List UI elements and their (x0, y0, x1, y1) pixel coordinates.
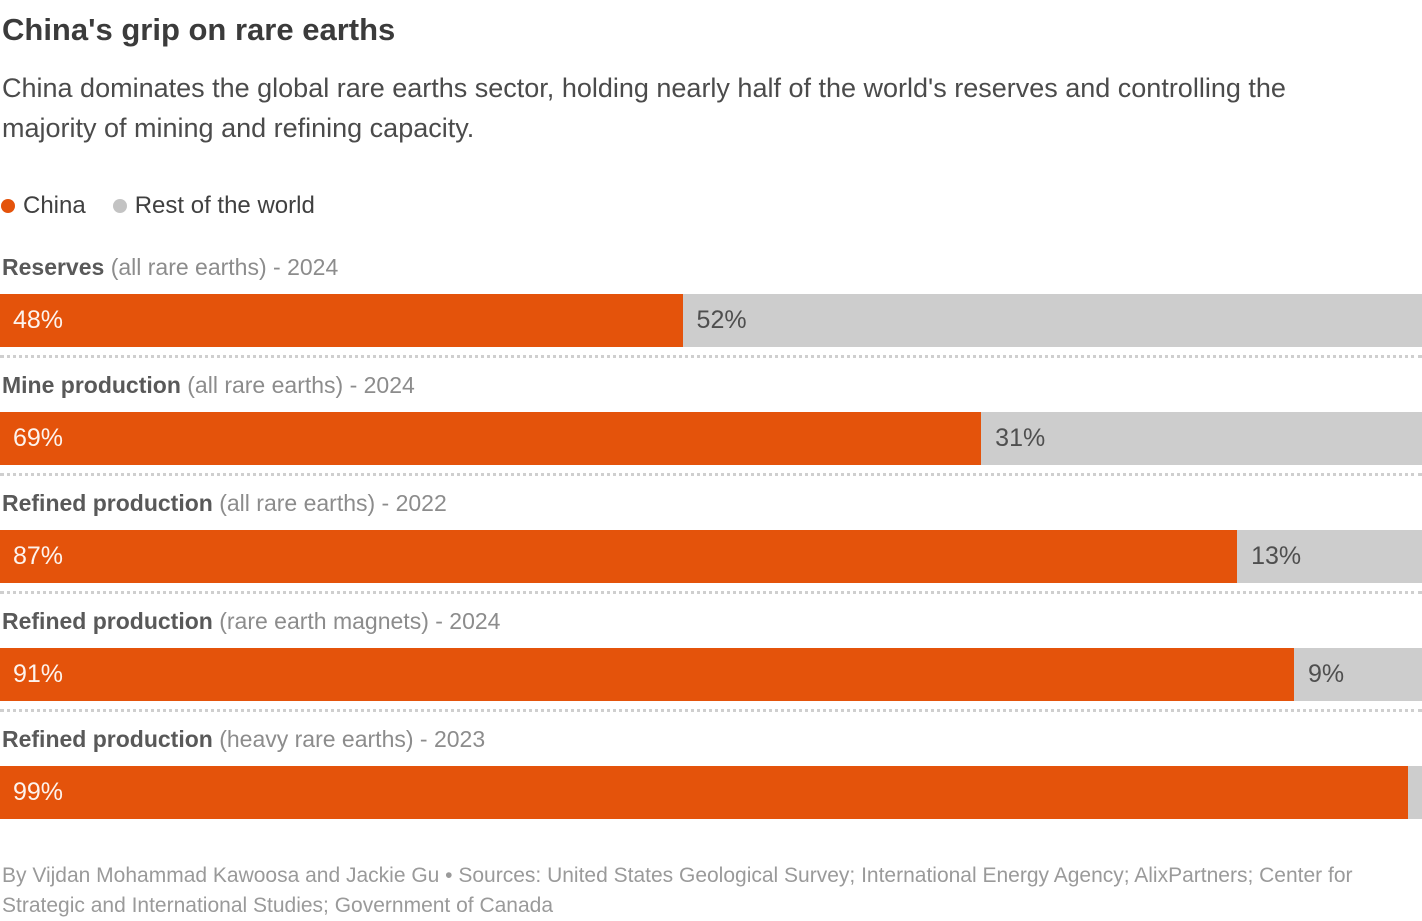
footer-credit: By Vijdan Mohammad Kawoosa and Jackie Gu… (2, 864, 1353, 917)
row-label-detail: (heavy rare earths) - 2023 (212, 726, 486, 752)
value-label-china: 91% (13, 660, 64, 688)
stacked-bar: 48% 52% (0, 294, 1422, 347)
bar-chart: Reserves (all rare earths) - 2024 48% 52… (0, 255, 1422, 819)
bar-segment-china: 91% (0, 648, 1295, 701)
chart-row-refined-all: Refined production (all rare earths) - 2… (0, 491, 1422, 594)
bar-segment-rest: 13% (1237, 530, 1422, 583)
chart-row-refined-magnets: Refined production (rare earth magnets) … (0, 609, 1422, 712)
stacked-bar: 87% 13% (0, 530, 1422, 583)
bar-segment-rest (1407, 766, 1422, 819)
stacked-bar: 69% 31% (0, 412, 1422, 465)
legend-dot-china-icon (1, 198, 15, 213)
stacked-bar: 91% 9% (0, 648, 1422, 701)
legend-label-china: China (23, 192, 86, 219)
bar-segment-china: 99% (0, 766, 1408, 819)
bar-segment-china: 69% (0, 412, 982, 465)
legend-item-rest-of-world: Rest of the world (112, 192, 315, 219)
row-label-detail: (all rare earths) - 2024 (104, 254, 339, 280)
bar-segment-rest: 9% (1294, 648, 1422, 701)
row-label-detail: (rare earth magnets) - 2024 (212, 608, 501, 634)
row-divider (0, 473, 1422, 476)
row-divider (0, 355, 1422, 358)
row-label: Reserves (all rare earths) - 2024 (0, 255, 1422, 279)
legend-dot-rest-icon (112, 198, 127, 213)
bar-segment-china: 87% (0, 530, 1238, 583)
value-label-china: 87% (13, 542, 64, 570)
row-label: Refined production (rare earth magnets) … (0, 609, 1422, 633)
row-label: Refined production (heavy rare earths) -… (0, 727, 1422, 751)
row-divider (0, 709, 1422, 712)
chart-row-mine-production: Mine production (all rare earths) - 2024… (0, 373, 1422, 476)
row-label-detail: (all rare earths) - 2022 (212, 490, 447, 516)
value-label-rest: 31% (995, 424, 1046, 452)
value-label-china: 69% (13, 424, 64, 452)
row-label-category: Mine production (2, 372, 181, 398)
legend: China Rest of the world (0, 193, 1422, 218)
bar-segment-china: 48% (0, 294, 683, 347)
chart-row-reserves: Reserves (all rare earths) - 2024 48% 52… (0, 255, 1422, 358)
row-label-detail: (all rare earths) - 2024 (180, 372, 415, 398)
row-label-category: Refined production (2, 726, 213, 752)
row-label-category: Refined production (2, 608, 213, 634)
value-label-rest: 52% (696, 306, 747, 334)
legend-item-china: China (1, 193, 86, 218)
value-label-china: 48% (13, 306, 64, 334)
stacked-bar: 99% (0, 766, 1422, 819)
page-title: China's grip on rare earths (2, 12, 396, 47)
chart-subtitle: China dominates the global rare earths s… (2, 73, 1286, 143)
row-label-category: Reserves (2, 254, 105, 280)
value-label-china: 99% (13, 778, 64, 806)
legend-label-rest-of-world: Rest of the world (134, 192, 315, 219)
row-label-category: Refined production (2, 490, 213, 516)
row-label: Mine production (all rare earths) - 2024 (0, 373, 1422, 397)
row-label: Refined production (all rare earths) - 2… (0, 491, 1422, 515)
bar-segment-rest: 31% (981, 412, 1422, 465)
row-divider (0, 591, 1422, 594)
bar-segment-rest: 52% (682, 294, 1422, 347)
value-label-rest: 13% (1251, 542, 1302, 570)
chart-row-refined-heavy: Refined production (heavy rare earths) -… (0, 727, 1422, 819)
value-label-rest: 9% (1308, 660, 1345, 688)
